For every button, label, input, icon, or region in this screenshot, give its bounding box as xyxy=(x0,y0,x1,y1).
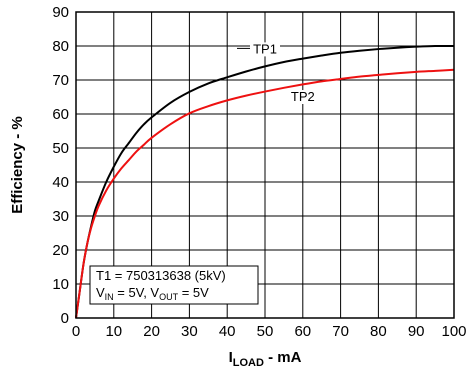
tp2-label-group: TP2 xyxy=(287,89,318,104)
x-axis-title: ILOAD - mA xyxy=(229,349,302,369)
tp2-label: TP2 xyxy=(291,89,315,104)
tp1-label-group: TP1 xyxy=(237,41,280,57)
y-axis-title: Efficiency - % xyxy=(9,116,26,214)
y-tick-label: 50 xyxy=(52,140,69,157)
y-tick-label: 60 xyxy=(52,106,69,123)
x-tick-label: 10 xyxy=(105,323,122,340)
y-tick-label: 30 xyxy=(52,208,69,225)
tp2-label-bg xyxy=(287,90,318,104)
x-axis-title-rest: - mA xyxy=(264,349,302,366)
tp1-label-bg xyxy=(250,42,280,57)
series-line-tp2 xyxy=(75,68,455,319)
x-tick-labels: 0 10 20 30 40 50 60 70 80 90 100 xyxy=(72,323,467,340)
plot-frame xyxy=(75,11,455,319)
y-tick-label: 0 xyxy=(61,310,69,327)
series-lines xyxy=(75,44,455,319)
x-tick-label: 80 xyxy=(370,323,387,340)
annot-mid: = 5V, V xyxy=(114,285,160,300)
annot-in-sub: IN xyxy=(105,292,114,302)
x-tick-label: 50 xyxy=(257,323,274,340)
y-tick-label: 70 xyxy=(52,72,69,89)
x-tick-label: 90 xyxy=(408,323,425,340)
x-tick-label: 70 xyxy=(332,323,349,340)
annotation-line-1: T1 = 750313638 (5kV) xyxy=(96,268,226,283)
y-tick-label: 90 xyxy=(52,4,69,21)
y-tick-label: 20 xyxy=(52,242,69,259)
annot-end: = 5V xyxy=(178,285,209,300)
annot-out-sub: OUT xyxy=(159,292,179,302)
annot-v-in: V xyxy=(96,285,105,300)
y-tick-label: 10 xyxy=(52,276,69,293)
annotation-bg xyxy=(89,265,259,305)
x-axis-title-main: I xyxy=(229,349,233,366)
x-tick-label: 20 xyxy=(143,323,160,340)
x-axis-title-sub: LOAD xyxy=(233,357,264,369)
annotation-line-2: VIN = 5V, VOUT = 5V xyxy=(96,285,209,302)
tp1-label: TP1 xyxy=(253,41,277,56)
x-tick-label: 40 xyxy=(219,323,236,340)
x-tick-label: 30 xyxy=(181,323,198,340)
series-line-tp1 xyxy=(75,44,455,319)
y-tick-labels: 0 10 20 30 40 50 60 70 80 90 xyxy=(52,4,69,327)
x-tick-label: 100 xyxy=(441,323,466,340)
annotation-box: T1 = 750313638 (5kV) VIN = 5V, VOUT = 5V xyxy=(89,265,259,305)
x-tick-label: 60 xyxy=(294,323,311,340)
x-tick-label: 0 xyxy=(72,323,80,340)
y-tick-label: 80 xyxy=(52,38,69,55)
y-tick-label: 40 xyxy=(52,174,69,191)
